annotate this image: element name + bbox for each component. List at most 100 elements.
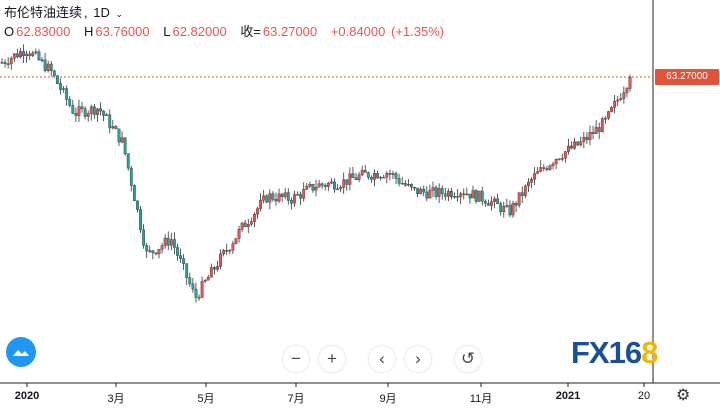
candle [271, 191, 275, 202]
candle [573, 137, 576, 151]
candle [268, 189, 272, 210]
candle [342, 172, 346, 195]
candle-body [148, 250, 152, 252]
reset-chart-button[interactable]: ↺ [455, 346, 481, 372]
candle-body [89, 106, 93, 114]
candle-body [336, 188, 339, 191]
candle [305, 182, 309, 190]
candle [536, 166, 540, 174]
candle [197, 294, 201, 301]
candle [68, 96, 72, 108]
candle-body [259, 200, 262, 209]
x-tick-label: 3月 [107, 393, 125, 405]
candle-body [385, 173, 389, 178]
candle-body [594, 127, 598, 134]
zoom-out-button[interactable]: − [283, 346, 309, 372]
candle-body [219, 253, 222, 267]
candle [191, 278, 195, 293]
open-value: 62.83000 [16, 24, 71, 39]
candle-body [139, 209, 142, 231]
candle-body [613, 100, 617, 108]
candle [74, 107, 78, 123]
candle [490, 196, 493, 211]
candle-body [6, 63, 10, 65]
candle-body [437, 188, 441, 197]
candle-body [289, 200, 293, 204]
candle-body [249, 221, 253, 225]
candle-body [34, 51, 38, 54]
candle [123, 137, 127, 156]
candle-body [517, 192, 521, 206]
candle-body [468, 193, 472, 199]
candle-body [126, 153, 130, 169]
candle [216, 260, 219, 272]
candle-body [388, 173, 392, 175]
candle-body [243, 222, 247, 228]
candle [89, 104, 93, 121]
candle-body [293, 194, 296, 204]
candle-body [111, 126, 115, 129]
candle [323, 183, 327, 191]
candle-body [283, 192, 287, 197]
candle-body [246, 223, 250, 228]
candle-body [160, 245, 164, 250]
candle-body [314, 187, 318, 191]
candle [582, 132, 586, 149]
candle-body [622, 92, 626, 99]
candle [243, 219, 247, 228]
candle-body [391, 173, 395, 175]
candle-body [296, 194, 299, 196]
candle-body [453, 196, 456, 198]
candle-body [403, 182, 407, 186]
candle-body [114, 126, 118, 130]
candle-body [99, 108, 102, 112]
candle-body [326, 183, 330, 187]
candle-body [486, 203, 490, 206]
candle-body [591, 132, 595, 134]
candle [145, 242, 149, 259]
candle-body [625, 88, 629, 93]
candle-body [554, 158, 558, 165]
low-label: L [163, 24, 171, 39]
cloud-icon[interactable] [6, 337, 36, 367]
candle-body [360, 169, 364, 176]
zoom-in-button[interactable]: + [319, 346, 345, 372]
candle-body [28, 53, 32, 57]
gear-icon[interactable]: ⚙ [676, 387, 691, 404]
candle [339, 185, 343, 193]
scroll-right-button[interactable]: › [405, 346, 431, 372]
candle [83, 106, 87, 120]
candle [376, 170, 379, 179]
chevron-down-icon[interactable]: ⌄ [115, 9, 124, 19]
candle [274, 192, 278, 206]
candle-body [431, 187, 435, 191]
candle [585, 132, 589, 145]
candle-body [83, 108, 87, 117]
candle [360, 165, 364, 177]
candle-body [176, 247, 179, 256]
change-value: +0.84000 [330, 24, 386, 39]
candle-body [477, 190, 481, 202]
candle-body [231, 243, 235, 251]
candle [194, 282, 198, 303]
candle [563, 150, 567, 163]
candle-body [619, 98, 623, 101]
symbol-title[interactable]: 布伦特油连续, 1D ⌄ [4, 5, 124, 20]
candle [277, 188, 281, 204]
candle [520, 186, 524, 203]
candle-body [286, 192, 290, 201]
candle-body [471, 190, 475, 199]
candle-body [329, 181, 333, 184]
high-label: H [83, 24, 94, 39]
scroll-left-button[interactable]: ‹ [369, 346, 395, 372]
candle [373, 169, 376, 187]
candle-body [105, 114, 109, 116]
candle [542, 164, 546, 172]
candle [65, 85, 69, 106]
candle-body [262, 195, 266, 201]
interval-label: 1D [93, 5, 110, 20]
candle-body [271, 193, 275, 200]
candle-body [465, 193, 469, 196]
candle-body [132, 185, 136, 202]
